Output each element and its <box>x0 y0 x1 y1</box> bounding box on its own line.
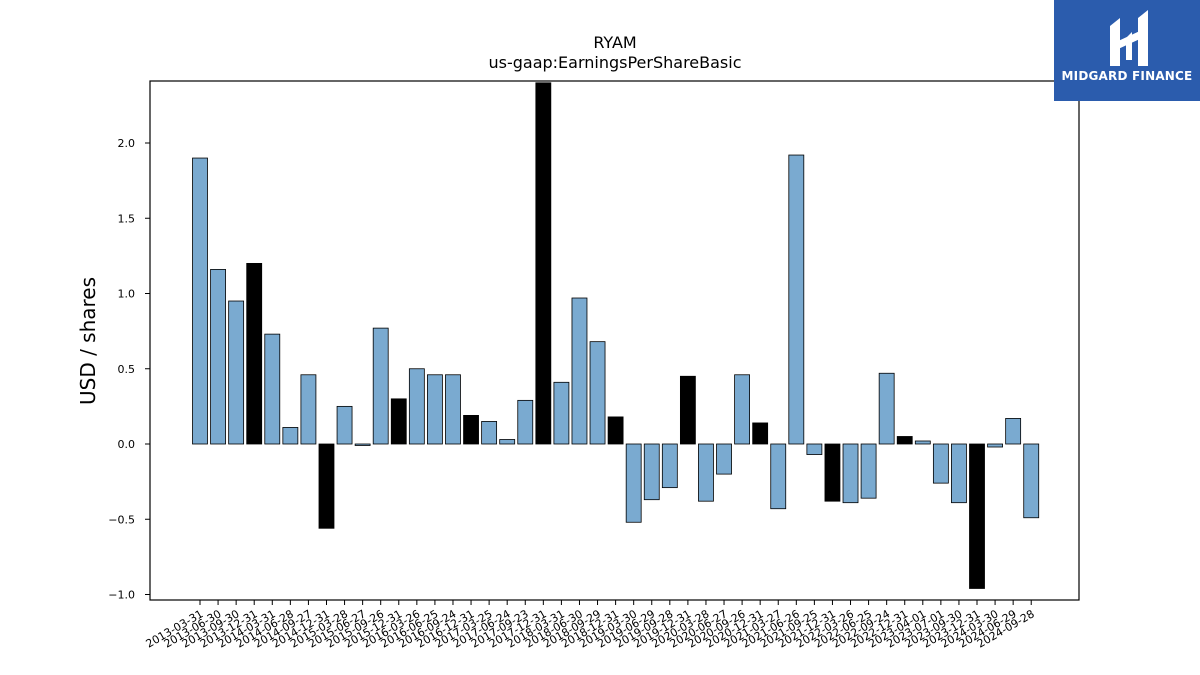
y-tick-label: 2.0 <box>118 137 136 150</box>
bar-2017-03-25 <box>481 421 498 445</box>
bar-2024-06-29 <box>1005 418 1022 445</box>
bar-2021-03-27 <box>770 443 787 510</box>
midgard-logo-icon <box>1110 10 1148 66</box>
bars-group <box>192 82 1040 589</box>
y-tick-label: −1.0 <box>108 589 135 602</box>
bar-2015-09-26 <box>372 327 389 445</box>
bar-2014-09-27 <box>300 374 317 445</box>
bar-2018-03-31 <box>553 381 570 445</box>
bar-2023-07-01 <box>932 443 949 484</box>
bar-2015-03-28 <box>336 405 353 445</box>
bar-2018-12-31 <box>607 416 624 445</box>
bar-2019-03-30 <box>625 443 642 523</box>
y-tick-label: 1.5 <box>118 212 136 225</box>
bar-2015-12-31 <box>390 398 407 445</box>
logo-text: MIDGARD FINANCE <box>1061 69 1193 83</box>
x-ticks-group: 2013-03-312013-06-302013-09-302013-12-31… <box>144 600 1037 651</box>
chart-title: RYAM <box>593 33 636 52</box>
y-tick-label: 0.0 <box>118 438 136 451</box>
plot-frame <box>149 80 1080 601</box>
bar-2017-12-31 <box>535 82 552 445</box>
y-tick-label: 0.5 <box>118 363 136 376</box>
bar-2013-06-30 <box>210 269 226 445</box>
bar-2013-03-31 <box>192 157 208 445</box>
bar-2017-06-24 <box>499 439 516 445</box>
bar-2022-12-31 <box>896 436 913 445</box>
bar-2014-06-28 <box>282 427 299 445</box>
bar-2021-12-31 <box>824 443 841 502</box>
bar-2018-09-29 <box>589 341 606 445</box>
bar-2022-03-26 <box>842 443 859 504</box>
chart-subtitle: us-gaap:EarningsPerShareBasic <box>488 53 741 72</box>
y-tick-label: 1.0 <box>118 288 136 301</box>
bar-2013-12-31 <box>246 262 263 445</box>
y-ticks-group: −1.0 −0.5 0.0 0.5 1.0 1.5 2.0 <box>108 137 150 602</box>
y-tick-label: −0.5 <box>108 513 135 526</box>
bar-2016-06-25 <box>427 374 443 445</box>
bar-2022-09-24 <box>878 372 895 445</box>
bar-2016-09-24 <box>445 374 461 445</box>
bar-2014-12-31 <box>318 443 335 529</box>
y-axis-label: USD / shares <box>76 277 100 405</box>
bar-2024-03-30 <box>987 443 1003 448</box>
bar-2024-09-28 <box>1023 443 1040 519</box>
midgard-logo: MIDGARD FINANCE <box>1054 0 1200 101</box>
bar-2016-03-26 <box>408 368 425 445</box>
bar-2018-06-30 <box>571 297 588 445</box>
bar-2016-12-31 <box>463 414 479 445</box>
bar-2023-09-30 <box>951 443 967 504</box>
bar-2020-06-27 <box>716 443 732 475</box>
bar-2023-12-31 <box>969 443 985 589</box>
bar-2020-03-28 <box>698 443 714 502</box>
bar-2019-09-28 <box>661 443 678 489</box>
bar-2019-06-29 <box>643 443 660 501</box>
bar-2013-09-30 <box>228 300 245 445</box>
bar-2020-12-31 <box>752 422 769 445</box>
bar-2022-06-25 <box>860 443 877 499</box>
bar-2019-12-31 <box>679 375 696 445</box>
bar-2021-06-26 <box>788 154 805 445</box>
bar-2023-04-01 <box>914 440 931 445</box>
bar-2021-09-25 <box>806 443 823 455</box>
bar-2014-03-31 <box>264 333 281 445</box>
bar-2015-06-27 <box>354 443 371 446</box>
bar-2020-09-26 <box>734 374 750 445</box>
bar-2017-09-23 <box>517 399 534 445</box>
